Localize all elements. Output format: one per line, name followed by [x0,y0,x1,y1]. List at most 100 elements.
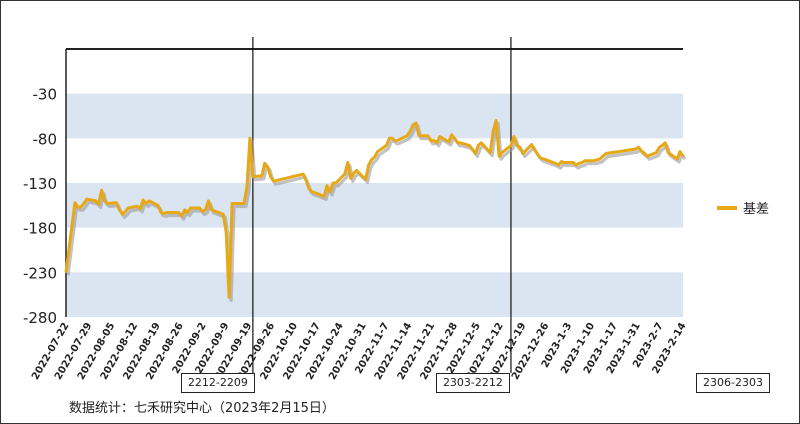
data-point [679,150,681,153]
data-point [106,202,109,205]
data-point [501,151,503,154]
data-point [450,133,453,136]
data-point [522,152,524,155]
data-point [77,206,79,208]
data-point [406,134,408,137]
data-point [352,172,355,174]
data-point [74,201,76,204]
data-point [136,205,138,208]
data-point [370,158,373,161]
data-point [510,144,512,147]
data-point [376,150,379,153]
data-point [252,175,254,178]
data-point [222,213,225,216]
data-point [468,144,471,147]
data-point [578,162,580,165]
legend-swatch [717,205,737,210]
data-point [643,152,646,155]
data-point [347,161,349,164]
data-point [207,200,210,202]
data-point [655,151,658,154]
data-point [415,122,417,124]
data-point [118,209,121,211]
data-point [640,150,643,152]
data-point [349,177,352,180]
data-point [581,161,583,164]
y-tick-label: -80 [33,130,58,148]
data-point [367,164,370,166]
data-point [80,206,82,208]
contract-label-2303-2212: 2303-2212 [435,373,510,393]
data-point [492,130,494,132]
data-point [542,158,545,160]
legend: 基差 [717,198,769,217]
data-point [302,173,305,175]
data-point [100,189,103,191]
data-point [513,135,515,138]
data-point [97,203,100,206]
data-point [658,146,661,149]
data-point [364,178,367,181]
data-point [308,188,311,191]
y-tick-label: -30 [33,86,58,104]
data-point [435,142,438,144]
series-line-shadow [66,121,687,302]
data-point [142,199,144,201]
source-note: 数据统计：七禾研究中心（2023年2月15日） [69,401,335,416]
data-point [539,157,542,159]
data-point [249,137,251,140]
data-point [385,144,388,147]
data-point [166,211,168,214]
data-point [228,296,230,299]
data-point [593,159,595,162]
data-point [498,155,500,157]
data-point [646,155,649,157]
data-point [260,175,263,177]
data-point [516,144,518,147]
data-point [157,204,159,207]
data-point [477,144,480,147]
data-point [201,210,204,213]
data-point [474,152,477,155]
data-point [263,162,266,165]
data-point [388,137,391,140]
data-point [103,200,106,202]
data-point [65,271,67,274]
data-point [602,155,604,157]
data-point [438,135,441,138]
data-point [85,198,88,200]
data-point [82,202,85,205]
data-point [326,184,328,187]
data-point [676,158,678,160]
data-point [530,143,533,146]
data-point [145,202,147,205]
data-point [355,169,358,172]
data-point [311,191,314,193]
data-point [433,139,435,141]
data-point [204,209,207,211]
data-point [682,155,684,157]
data-point [554,162,557,165]
data-point [447,141,450,143]
data-point [637,146,640,149]
data-point [453,137,456,140]
data-point [314,192,316,194]
data-point [163,212,165,215]
data-point [563,161,566,164]
data-point [124,210,127,213]
data-point [335,182,337,184]
data-point [169,211,171,214]
data-point [160,211,162,214]
data-point [599,158,601,160]
data-point [584,159,586,162]
data-point [667,151,669,154]
data-point [246,186,248,189]
data-point [305,180,308,183]
data-point [557,164,560,166]
data-point [480,142,483,144]
data-point [323,195,325,198]
data-point [148,200,150,202]
data-point [186,211,189,214]
